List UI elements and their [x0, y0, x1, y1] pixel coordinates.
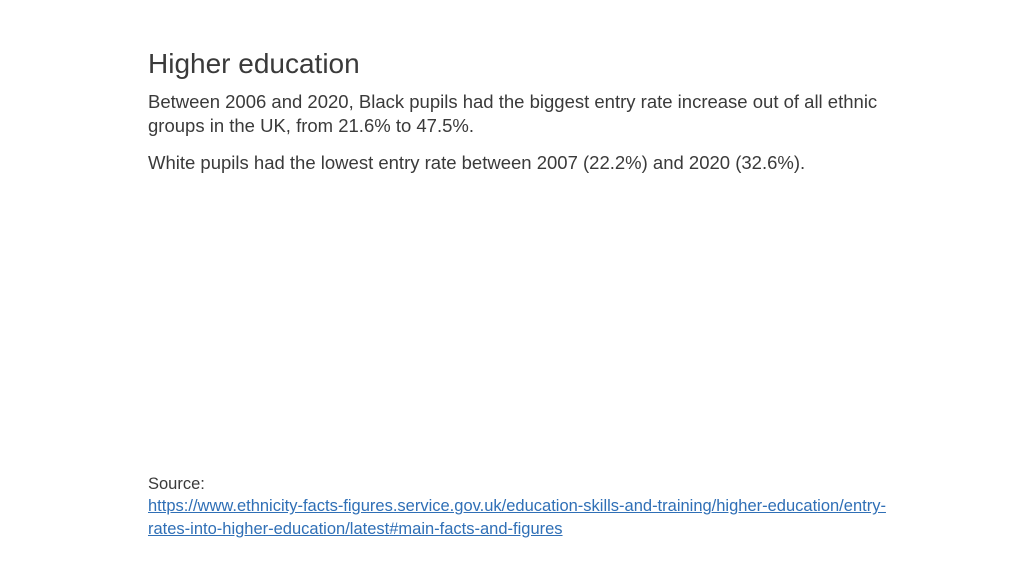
- body-paragraph-2: White pupils had the lowest entry rate b…: [148, 151, 888, 175]
- source-link[interactable]: https://www.ethnicity-facts-figures.serv…: [148, 497, 886, 537]
- source-block: Source: https://www.ethnicity-facts-figu…: [148, 473, 908, 540]
- page-title: Higher education: [148, 48, 1024, 80]
- body-paragraph-1: Between 2006 and 2020, Black pupils had …: [148, 90, 888, 139]
- source-label: Source:: [148, 473, 908, 495]
